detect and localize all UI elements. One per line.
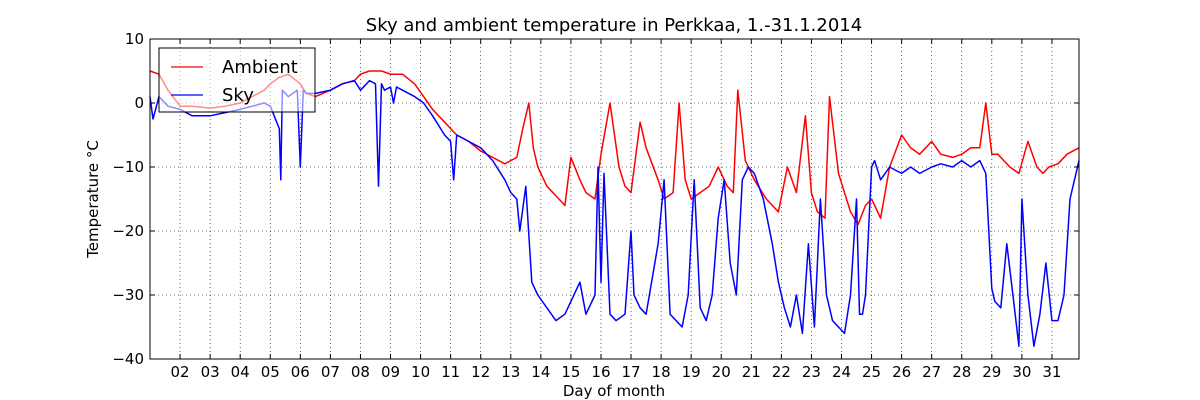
x-tick-label: 18 (652, 363, 671, 381)
x-tick-label: 17 (621, 363, 640, 381)
x-tick-label: 13 (501, 363, 520, 381)
y-tick-label: 10 (125, 30, 144, 48)
grid (150, 39, 1079, 359)
x-tick-label: 09 (381, 363, 400, 381)
x-tick-label: 20 (712, 363, 731, 381)
x-tick-label: 04 (231, 363, 250, 381)
x-tick-label: 02 (171, 363, 190, 381)
x-tick-label: 19 (682, 363, 701, 381)
legend-label-ambient: Ambient (222, 57, 298, 78)
series-layer (149, 70, 1080, 347)
x-tick-label: 21 (742, 363, 761, 381)
x-tick-label: 25 (862, 363, 881, 381)
y-tick-label: 0 (134, 94, 144, 112)
x-tick-label: 12 (471, 363, 490, 381)
x-tick-label: 11 (441, 363, 460, 381)
chart-title: Sky and ambient temperature in Perkkaa, … (366, 15, 862, 36)
x-tick-label: 29 (982, 363, 1001, 381)
x-tick-label: 05 (261, 363, 280, 381)
legend: Ambient Sky (158, 47, 316, 113)
y-tick-label: −10 (112, 158, 144, 176)
x-tick-label: 16 (591, 363, 610, 381)
x-tick-label: 22 (772, 363, 791, 381)
x-tick-label: 23 (802, 363, 821, 381)
series-line-sky (149, 79, 1080, 347)
x-tick-label: 10 (411, 363, 430, 381)
x-tick-label: 28 (952, 363, 971, 381)
x-tick-label: 07 (321, 363, 340, 381)
x-axis: 02 03 04 05 06 07 08 09 10 11 12 13 14 15 16 17 18 19 20 21… (171, 39, 1061, 381)
legend-label-sky: Sky (222, 85, 254, 106)
plot-frame (149, 38, 1080, 360)
x-tick-label: 15 (561, 363, 580, 381)
x-tick-label: 26 (892, 363, 911, 381)
y-axis: 10 0 −10 −20 −30 −40 (112, 30, 1079, 368)
x-tick-label: 27 (922, 363, 941, 381)
y-tick-label: −20 (112, 222, 144, 240)
x-tick-label: 24 (832, 363, 851, 381)
x-tick-label: 30 (1012, 363, 1031, 381)
x-tick-label: 06 (291, 363, 310, 381)
x-tick-label: 08 (351, 363, 370, 381)
x-tick-label: 03 (201, 363, 220, 381)
y-axis-title: Temperature °C (84, 140, 102, 259)
y-tick-label: −30 (112, 286, 144, 304)
legend-box (158, 47, 316, 113)
x-tick-label: 31 (1042, 363, 1061, 381)
y-tick-label: −40 (112, 350, 144, 368)
x-axis-title: Day of month (563, 382, 665, 400)
x-tick-label: 14 (531, 363, 550, 381)
